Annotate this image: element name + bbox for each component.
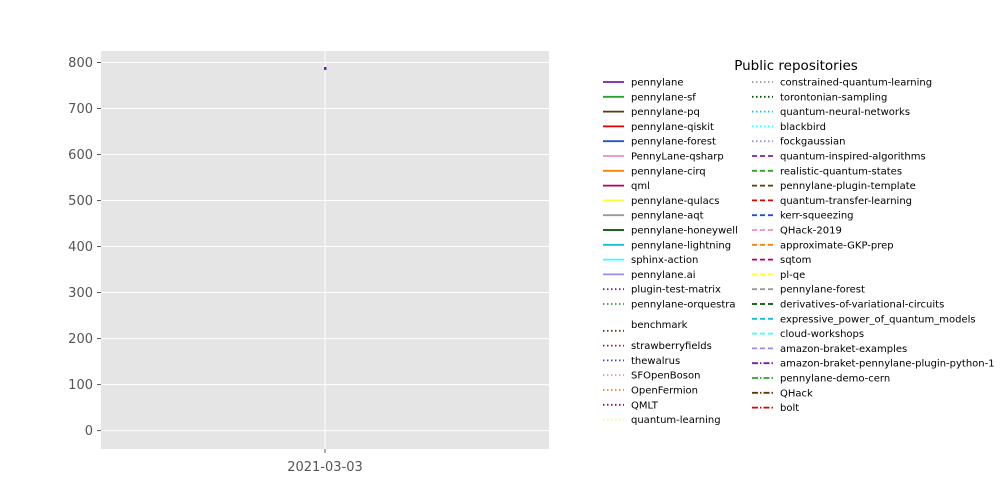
- legend-label-38: derivatives-of-variational-circuits: [780, 300, 944, 311]
- legend-label-15: pennylane-orquestra: [631, 300, 736, 311]
- legend-label-21: QMLT: [631, 400, 659, 411]
- y-tick-label: 100: [68, 378, 93, 393]
- y-tick-label: 500: [68, 194, 93, 209]
- legend-label-1: pennylane-sf: [631, 92, 696, 103]
- legend-label-22: quantum-learning: [631, 415, 721, 426]
- y-tick-label: 600: [68, 148, 93, 163]
- legend-label-20: OpenFermion: [631, 386, 698, 397]
- y-tick-label: 300: [68, 286, 93, 301]
- legend-label-29: realistic-quantum-states: [780, 166, 902, 177]
- legend-label-7: qml: [631, 181, 650, 192]
- legend-label-43: pennylane-demo-cern: [780, 374, 890, 385]
- legend-label-10: pennylane-honeywell: [631, 226, 738, 237]
- legend-label-24: torontonian-sampling: [780, 92, 887, 103]
- legend-label-3: pennylane-qiskit: [631, 122, 714, 133]
- grid: [101, 51, 549, 449]
- legend-label-41: amazon-braket-examples: [780, 344, 907, 355]
- legend-label-36: pl-qe: [780, 270, 805, 281]
- legend-label-8: pennylane-qulacs: [631, 196, 719, 207]
- legend-label-14: plugin-test-matrix: [631, 285, 721, 296]
- y-tick-label: 400: [68, 240, 93, 255]
- legend-label-28: quantum-inspired-algorithms: [780, 152, 926, 163]
- series-point-0: [324, 66, 327, 70]
- y-tick-label: 0: [85, 424, 93, 439]
- legend-label-23: constrained-quantum-learning: [780, 78, 932, 89]
- legend-label-42: amazon-braket-pennylane-plugin-python-1: [780, 359, 995, 370]
- legend-label-45: bolt: [780, 403, 799, 414]
- legend-label-33: QHack-2019: [780, 226, 842, 237]
- x-axis-ticks: 2021-03-03: [287, 449, 363, 475]
- legend-label-19: SFOpenBoson: [631, 371, 700, 382]
- legend-label-31: quantum-transfer-learning: [780, 196, 912, 207]
- legend-label-6: pennylane-cirq: [631, 166, 706, 177]
- legend-label-27: fockgaussian: [780, 137, 845, 148]
- legend-label-37: pennylane-forest: [780, 285, 865, 296]
- legend-label-34: approximate-GKP-prep: [780, 240, 894, 251]
- x-tick-label: 2021-03-03: [287, 460, 363, 475]
- y-axis-ticks: 0 100 200 300 400 500 600 700 800: [68, 56, 101, 439]
- legend-label-11: pennylane-lightning: [631, 240, 731, 251]
- legend-title: Public repositories: [734, 58, 858, 74]
- legend-label-9: pennylane-aqt: [631, 211, 704, 222]
- legend-label-5: PennyLane-qsharp: [631, 152, 724, 163]
- legend-label-32: kerr-squeezing: [780, 211, 854, 222]
- legend-label-0: pennylane: [631, 78, 684, 89]
- data-series: [324, 66, 327, 70]
- legend-label-16: benchmark: [631, 320, 688, 331]
- y-tick-label: 700: [68, 102, 93, 117]
- legend-label-18: thewalrus: [631, 356, 680, 367]
- legend-label-13: pennylane.ai: [631, 270, 696, 281]
- y-tick-label: 800: [68, 56, 93, 71]
- legend-label-39: expressive_power_of_quantum_models: [780, 314, 976, 325]
- y-tick-label: 200: [68, 332, 93, 347]
- legend-label-25: quantum-neural-networks: [780, 107, 910, 118]
- legend-label-35: sqtom: [780, 255, 811, 266]
- legend-label-40: cloud-workshops: [780, 329, 864, 340]
- legend-label-26: blackbird: [780, 122, 826, 133]
- legend-label-12: sphinx-action: [631, 255, 698, 266]
- legend-label-44: QHack: [780, 388, 813, 399]
- legend: Public repositories pennylane pennylane-s…: [603, 58, 995, 426]
- legend-label-17: strawberryfields: [631, 341, 712, 352]
- legend-label-2: pennylane-pq: [631, 107, 700, 118]
- legend-label-4: pennylane-forest: [631, 137, 716, 148]
- legend-label-30: pennylane-plugin-template: [780, 181, 916, 192]
